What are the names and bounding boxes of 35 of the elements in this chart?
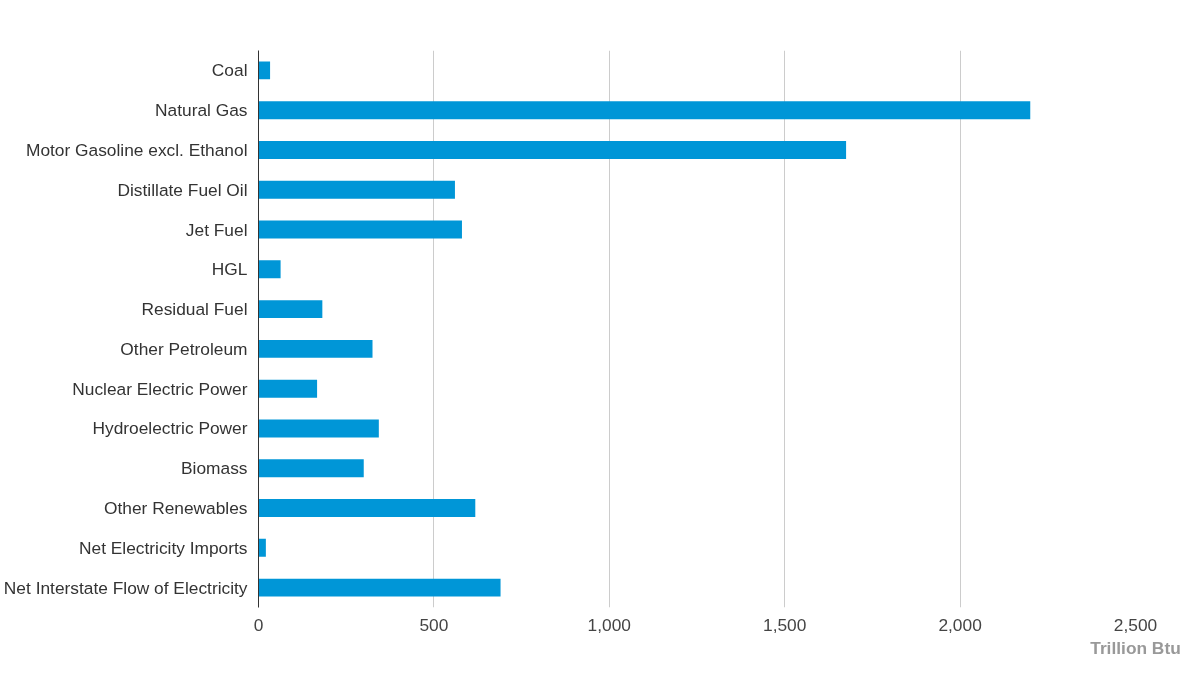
y-tick-label: Other Renewables: [103, 498, 248, 519]
bar: [258, 578, 501, 597]
bar: [258, 260, 281, 279]
bar: [258, 180, 455, 199]
x-tick-label: 500: [419, 614, 449, 635]
y-tick-label: Other Petroleum: [120, 338, 248, 359]
x-tick-label: 1,500: [763, 614, 807, 635]
bar: [258, 101, 1031, 120]
y-tick-label: Hydroelectric Power: [92, 418, 248, 439]
bar: [258, 538, 266, 557]
y-tick-label: HGL: [211, 259, 248, 280]
y-tick-label: Net Electricity Imports: [79, 537, 248, 558]
y-tick-label: Motor Gasoline excl. Ethanol: [25, 139, 248, 160]
bar: [258, 339, 373, 358]
x-tick-label: 1,000: [587, 614, 631, 635]
y-tick-label: Biomass: [181, 458, 248, 479]
y-tick-label: Net Interstate Flow of Electricity: [3, 577, 248, 598]
x-tick-label: 2,500: [1113, 614, 1158, 635]
y-tick-label: Coal: [211, 60, 248, 81]
x-tick-label: 0: [253, 614, 264, 635]
bar: [258, 141, 847, 159]
bar: [258, 220, 462, 239]
x-tick-label: 2,000: [938, 614, 982, 635]
y-tick-label: Nuclear Electric Power: [72, 378, 248, 399]
bar: [258, 379, 318, 398]
y-tick-label: Distillate Fuel Oil: [117, 179, 248, 200]
y-tick-label: Natural Gas: [155, 100, 248, 121]
x-axis-title: Trillion Btu: [1090, 637, 1181, 658]
bar: [258, 459, 364, 478]
bar: [258, 499, 476, 517]
bar: [258, 61, 271, 80]
y-tick-label: Jet Fuel: [185, 219, 248, 240]
bar: [258, 419, 379, 438]
bar: [258, 300, 323, 319]
y-tick-label: Residual Fuel: [141, 299, 248, 320]
